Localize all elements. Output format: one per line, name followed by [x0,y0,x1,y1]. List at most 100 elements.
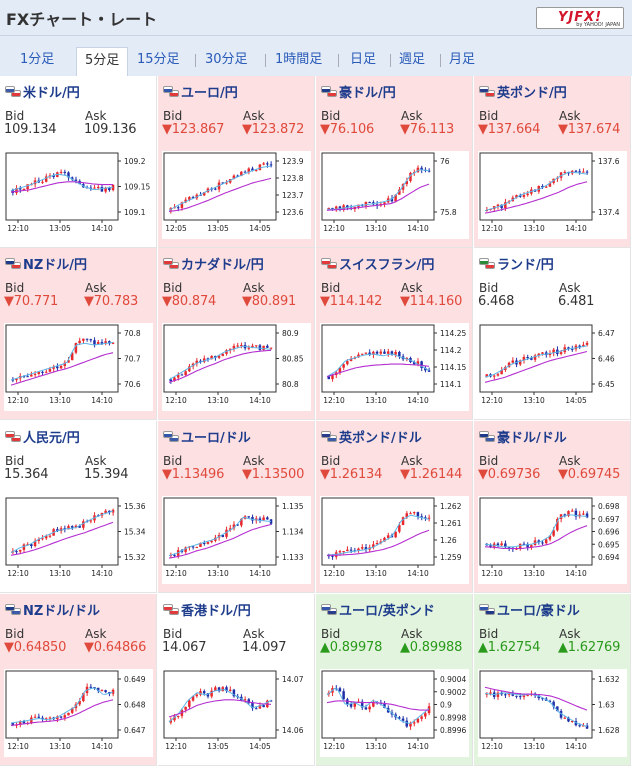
base-flag-icon [5,86,15,93]
tab-7[interactable]: 月足 [449,52,476,67]
rate-card[interactable]: スイスフラン/円 Bid Ask ▼114.142 ▼114.160 114.2… [316,248,473,420]
candlestick-chart[interactable]: 15.36 15.34 15.32 12:10 13:10 14:10 [4,496,153,584]
pair-title[interactable]: スイスフラン/円 [321,254,434,273]
rate-card[interactable]: ユーロ/豪ドル Bid Ask ▲1.62754 ▲1.62769 1.632 1… [474,594,631,766]
tab-1[interactable]: 5分足 [76,47,129,76]
tab-4[interactable]: 1時間足 [275,52,323,67]
pair-title[interactable]: ユーロ/ドル [163,427,251,446]
pair-title[interactable]: 英ポンド/円 [479,82,567,101]
long-ma-line [484,181,588,214]
pair-title[interactable]: 豪ドル/円 [321,82,396,101]
candlestick-chart[interactable]: 0.698 0.697 0.696 0.695 0.694 12:10 13:10 14:10 [478,496,627,584]
candlestick-chart[interactable]: 80.9 80.85 80.8 12:10 13:10 14:10 [162,323,311,411]
candle-body [585,725,589,729]
tab-2[interactable]: 15分足 [137,52,180,67]
bid-label: Bid [163,454,183,468]
candle-body [401,184,405,190]
pair-title[interactable]: 人民元/円 [5,427,80,446]
rate-card[interactable]: NZドル/ドル Bid Ask ▼0.64850 ▼0.64866 0.649 0… [0,594,157,766]
bid-label: Bid [479,454,499,468]
short-ma-line [10,173,114,191]
pair-title[interactable]: NZドル/ドル [5,600,100,619]
candle-body [412,512,416,514]
yjfx-logo[interactable]: YJFX! by YAHOO! JAPAN [536,7,624,29]
candle-body [383,704,386,708]
candle-body [78,701,81,705]
candle-body [559,514,563,519]
x-tick-label: 12:10 [323,396,345,405]
base-flag-icon [163,431,173,438]
tab-6[interactable]: 週足 [399,52,426,67]
pair-title[interactable]: NZドル/円 [5,254,87,273]
rate-card[interactable]: 人民元/円 Bid Ask 15.364 15.394 15.36 15.34 15… [0,421,157,593]
pair-name: 人民元/円 [23,431,80,446]
pair-title[interactable]: 英ポンド/ドル [321,427,422,446]
x-tick-label: 12:10 [165,569,187,578]
candlestick-chart[interactable]: 70.8 70.7 70.6 12:10 13:10 14:10 [4,323,153,411]
y-tick-label: 80.8 [282,380,299,389]
rate-card[interactable]: 豪ドル/円 Bid Ask ▼76.106 ▼76.113 76 75.8 12:1… [316,76,473,248]
bid-label: Bid [5,627,25,641]
y-tick-label: 6.46 [598,355,615,364]
y-tick-label: 70.6 [124,380,141,389]
rate-card[interactable]: 米ドル/円 Bid Ask 109.134 109.136 109.2 109.1… [0,76,157,248]
pair-title[interactable]: カナダドル/円 [163,254,264,273]
candle-body [236,524,239,526]
pair-title[interactable]: ユーロ/英ポンド [321,600,435,619]
candle-body [537,540,541,543]
rate-card[interactable]: 豪ドル/ドル Bid Ask ▼0.69736 ▼0.69745 0.698 0.… [474,421,631,593]
candle-body [574,720,578,726]
candlestick-chart[interactable]: 6.47 6.46 6.45 12:10 13:10 14:05 [478,323,627,411]
pair-title[interactable]: 豪ドル/ドル [479,427,567,446]
candle-body [530,545,533,548]
pair-title[interactable]: ランド/円 [479,254,554,273]
quote-flag-icon [485,262,495,269]
currency-flags-icon [163,258,179,270]
candle-body [492,375,496,377]
rate-card[interactable]: ユーロ/英ポンド Bid Ask ▲0.89978 ▲0.89988 0.900… [316,594,473,766]
candle-body [67,360,70,363]
pair-title[interactable]: ユーロ/円 [163,82,238,101]
candlestick-chart[interactable]: 123.9 123.8 123.7 123.6 12:05 13:05 14:05 [162,151,311,239]
candle-body [82,521,85,528]
candlestick-chart[interactable]: 109.2 109.15 109.1 12:10 13:05 14:10 [4,151,153,239]
tab-5[interactable]: 日足 [350,52,377,67]
candle-body [232,345,236,349]
candlestick-chart[interactable]: 137.6 137.4 12:10 13:10 14:10 [478,151,627,239]
candle-body [221,687,225,692]
candle-body [398,189,401,195]
candlestick-chart[interactable]: 14.07 14.06 12:10 13:05 14:05 [162,669,311,757]
candlestick-chart[interactable]: 1.262 1.261 1.26 1.259 12:10 13:10 14:10 [320,496,469,584]
candlestick-chart[interactable]: 114.25 114.2 114.15 114.1 12:10 13:10 14:10 [320,323,469,411]
bid-label: Bid [321,109,341,123]
candlestick-chart[interactable]: 76 75.8 12:10 13:10 14:10 [320,151,469,239]
candle-body [346,205,349,208]
ask-label: Ask [559,281,581,295]
tab-0[interactable]: 1分足 [20,52,55,67]
pair-title[interactable]: ユーロ/豪ドル [479,600,580,619]
plot-frame [321,497,435,566]
candle-body [585,513,589,518]
logo-subtext: by YAHOO! JAPAN [576,22,620,28]
tab-3[interactable]: 30分足 [205,52,248,67]
candle-body [398,351,401,357]
rate-card[interactable]: 英ポンド/ドル Bid Ask ▼1.26134 ▼1.26144 1.262 1… [316,421,473,593]
bid-label: Bid [5,109,25,123]
candlestick-chart[interactable]: 1.135 1.134 1.133 12:10 13:10 14:10 [162,496,311,584]
rate-card[interactable]: NZドル/円 Bid Ask ▼70.771 ▼70.783 70.8 70.7 7… [0,248,157,420]
candle-body [394,194,397,202]
rate-card[interactable]: ランド/円 Bid Ask 6.468 6.481 6.47 6.46 6.45 12… [474,248,631,420]
rate-card[interactable]: ユーロ/ドル Bid Ask ▼1.13496 ▼1.13500 1.135 1.… [158,421,315,593]
candlestick-chart[interactable]: 0.649 0.648 0.647 12:10 13:10 14:10 [4,669,153,757]
rate-card[interactable]: カナダドル/円 Bid Ask ▼80.874 ▼80.891 80.9 80.8… [158,248,315,420]
pair-title[interactable]: 米ドル/円 [5,82,80,101]
rate-card[interactable]: 香港ドル/円 Bid Ask 14.067 14.097 14.07 14.06 1… [158,594,315,766]
candlestick-chart[interactable]: 1.632 1.63 1.628 12:10 13:10 14:10 [478,669,627,757]
rate-card[interactable]: 英ポンド/円 Bid Ask ▼137.664 ▼137.674 137.6 13… [474,76,631,248]
candlestick-chart[interactable]: 0.9004 0.9002 0.9 0.8998 0.8996 12:10 13:10 14:… [320,669,469,757]
candle-body [364,707,368,710]
rate-card[interactable]: ユーロ/円 Bid Ask ▼123.867 ▼123.872 123.9 123… [158,76,315,248]
pair-title[interactable]: 香港ドル/円 [163,600,251,619]
quote-flag-icon [327,608,337,615]
candle-body [221,535,225,537]
